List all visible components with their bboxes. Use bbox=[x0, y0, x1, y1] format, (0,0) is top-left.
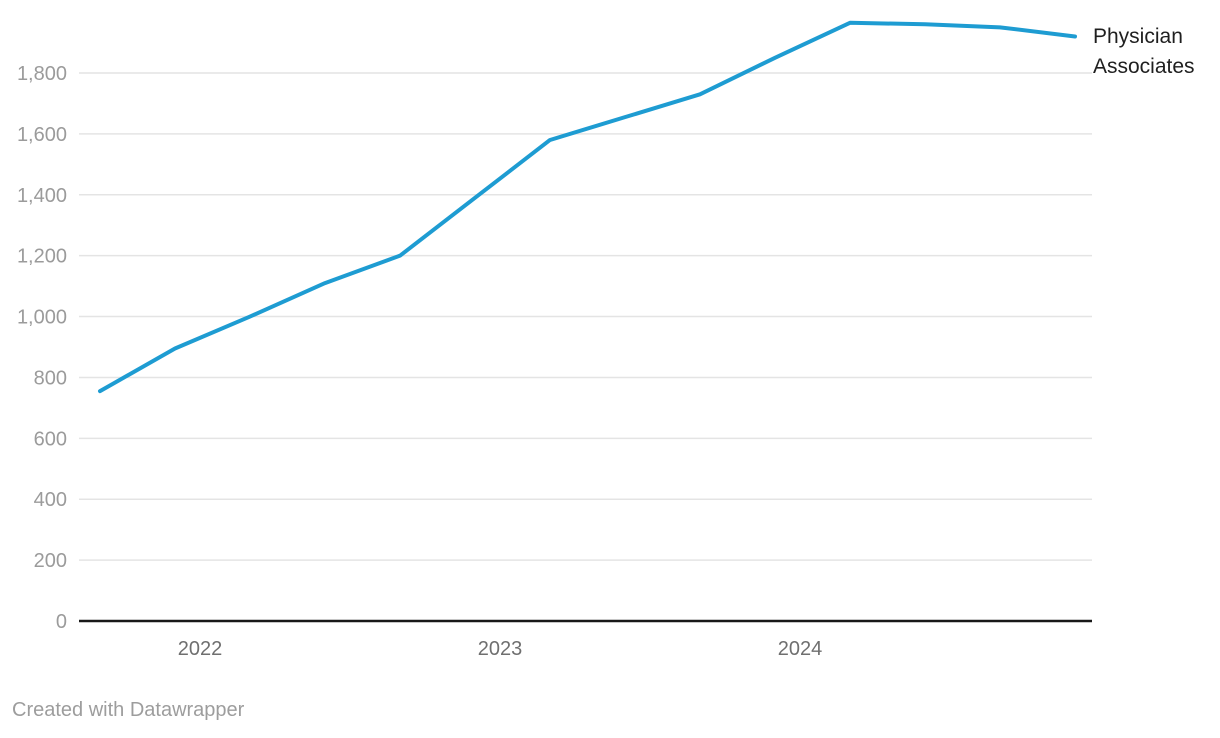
y-tick-label: 200 bbox=[34, 550, 67, 572]
x-tick-label: 2024 bbox=[778, 638, 823, 660]
line-chart-canvas: 0 200 400 600 800 1,000 1,200 1,400 1,600 1,800 20… bbox=[17, 20, 1092, 660]
y-tick-label: 600 bbox=[34, 428, 67, 450]
y-tick-label: 1,400 bbox=[17, 185, 67, 207]
y-tick-label: 1,200 bbox=[17, 246, 67, 268]
y-tick-label: 800 bbox=[34, 367, 67, 389]
y-tick-label: 400 bbox=[34, 489, 67, 511]
y-tick-label: 1,800 bbox=[17, 63, 67, 85]
y-tick-label: 0 bbox=[56, 611, 67, 633]
datawrapper-attribution: Created with Datawrapper bbox=[12, 699, 245, 721]
y-tick-label: 1,600 bbox=[17, 124, 67, 146]
series-legend-label: Physician Associates bbox=[1093, 25, 1195, 78]
x-tick-label: 2022 bbox=[178, 638, 223, 660]
series-legend: Physician Associates bbox=[1093, 22, 1220, 82]
series-line-physician-associates bbox=[98, 20, 1077, 394]
y-tick-label: 1,000 bbox=[17, 307, 67, 329]
x-tick-label: 2023 bbox=[478, 638, 523, 660]
